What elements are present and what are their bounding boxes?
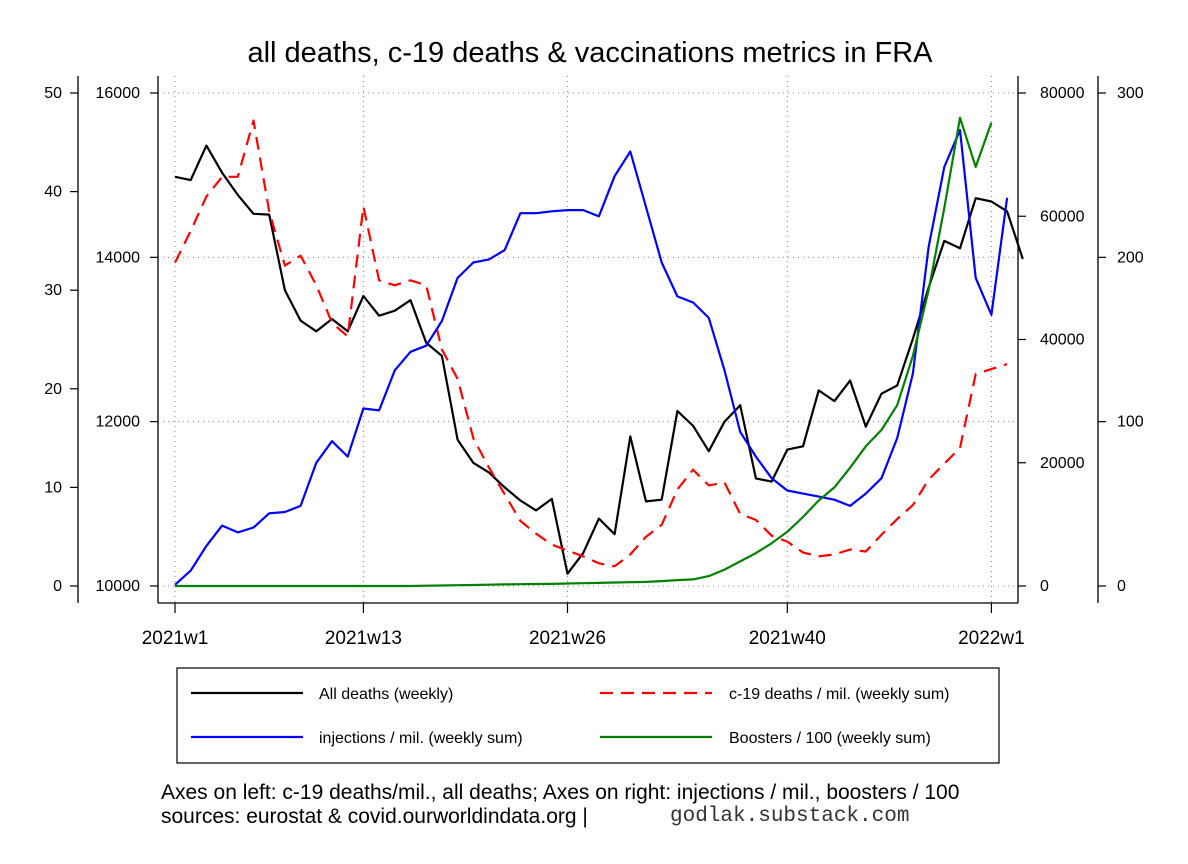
injections-axis-label-1: 20000 [1040,455,1085,472]
boosters-axis-label-0: 0 [1117,578,1126,595]
axes-note: Axes on left: c-19 deaths/mil., all deat… [161,781,959,804]
series-lines [174,116,1024,588]
legend: All deaths (weekly) c-19 deaths / mil. (… [176,667,1000,764]
legend-box [176,667,1000,764]
boosters-axis-label-2: 200 [1117,249,1144,266]
legend-label-all-deaths: All deaths (weekly) [319,686,453,703]
c19-axis-label-5: 50 [44,85,62,102]
deaths-axis-label-3: 16000 [96,85,141,102]
chart-title: all deaths, c-19 deaths & vaccinations m… [247,37,933,69]
injections-axis-label-3: 60000 [1040,208,1085,225]
deaths-axis-label-2: 14000 [96,249,141,266]
x-axis-label-0: 2021w1 [142,628,209,649]
x-axis-label-4: 2022w1 [958,628,1025,649]
boosters-axis-label-1: 100 [1117,414,1144,431]
x-axis-label-1: 2021w13 [325,628,402,649]
sources-note: sources: eurostat & covid.ourworldindata… [161,805,588,828]
c19-axis-label-2: 20 [44,381,62,398]
x-axis-label-3: 2021w40 [749,628,826,649]
axes: 0 10 20 30 40 50 10000 12000 14000 16000 0 20000 400… [44,76,1144,649]
series-line-all-deaths [174,144,1024,575]
injections-axis-label-4: 80000 [1040,85,1085,102]
boosters-axis-label-3: 300 [1117,85,1144,102]
credit-link[interactable]: godlak.substack.com [670,805,909,828]
legend-label-injections: injections / mil. (weekly sum) [319,730,523,747]
deaths-axis-label-0: 10000 [96,578,141,595]
deaths-axis-label-1: 12000 [96,414,141,431]
injections-axis-label-0: 0 [1040,578,1049,595]
c19-axis-label-1: 10 [44,479,62,496]
c19-axis-label-0: 0 [53,578,62,595]
gridlines [158,76,1018,603]
c19-axis-label-3: 30 [44,282,62,299]
legend-label-c19-deaths: c-19 deaths / mil. (weekly sum) [729,686,950,703]
series-line-injections [174,128,1009,586]
series-line-boosters [175,116,993,588]
c19-axis-label-4: 40 [44,184,62,201]
injections-axis-label-2: 40000 [1040,332,1085,349]
legend-label-boosters: Boosters / 100 (weekly sum) [729,730,931,747]
x-axis-label-2: 2021w26 [529,628,606,649]
series-line-c19-deaths [174,119,1008,568]
